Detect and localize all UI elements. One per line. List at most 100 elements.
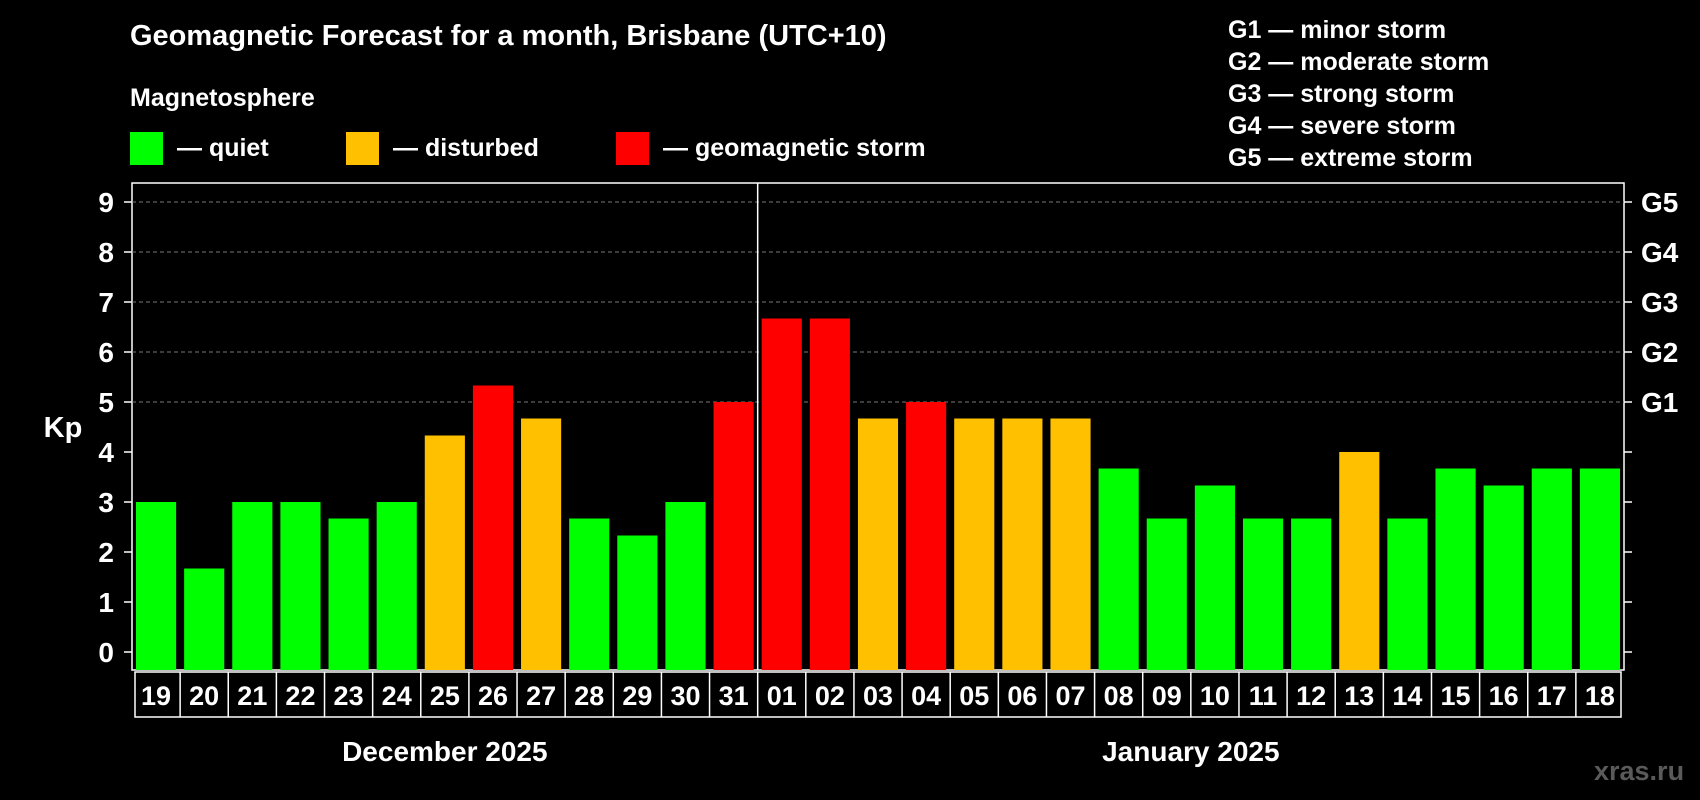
y-tick-label: 6 — [98, 337, 114, 368]
g-scale-legend: G1 — minor storm G2 — moderate storm G3 … — [1228, 14, 1489, 174]
kp-bar — [184, 568, 225, 670]
x-tick-label: 16 — [1489, 681, 1519, 711]
legend-storm-label: — geomagnetic storm — [663, 133, 926, 162]
kp-bar — [521, 418, 562, 670]
g-scale-item: G4 — severe storm — [1228, 112, 1456, 140]
legend-disturbed-label: — disturbed — [393, 133, 539, 162]
y-tick-label: 7 — [98, 287, 114, 318]
kp-bar — [1194, 485, 1235, 670]
kp-bar — [713, 402, 754, 670]
legend-quiet: — quiet — [130, 130, 269, 166]
x-tick-label: 23 — [334, 681, 364, 711]
kp-bar — [569, 518, 610, 670]
x-axis-box — [134, 671, 1622, 718]
kp-bar — [1050, 418, 1091, 670]
x-tick-label: 07 — [1055, 681, 1085, 711]
x-tick-label: 13 — [1344, 681, 1374, 711]
kp-bar — [232, 502, 273, 670]
kp-bar — [1291, 518, 1332, 670]
kp-bar — [472, 385, 514, 670]
chart-title: Geomagnetic Forecast for a month, Brisba… — [130, 20, 887, 52]
x-tick-label: 27 — [526, 681, 556, 711]
x-tick-label: 19 — [141, 681, 171, 711]
kp-bar — [1387, 518, 1428, 670]
chart-subtitle: Magnetosphere — [130, 84, 315, 112]
kp-bar — [376, 502, 417, 670]
legend-storm: — geomagnetic storm — [616, 130, 926, 166]
g-scale-item: G1 — minor storm — [1228, 16, 1447, 44]
x-tick-label: 12 — [1296, 681, 1326, 711]
x-tick-label: 29 — [622, 681, 652, 711]
g-level-label: G4 — [1641, 237, 1679, 268]
x-tick-label: 01 — [767, 681, 797, 711]
y-tick-label: 2 — [98, 537, 114, 568]
x-tick-label: 22 — [285, 681, 315, 711]
legend-disturbed: — disturbed — [346, 130, 539, 166]
y-tick-label: 8 — [98, 237, 114, 268]
g-scale-item: G3 — strong storm — [1228, 80, 1455, 108]
kp-bar — [665, 502, 706, 670]
x-tick-label: 24 — [382, 681, 412, 711]
x-tick-label: 18 — [1585, 681, 1615, 711]
kp-bar — [809, 318, 850, 670]
x-tick-label: 31 — [719, 681, 749, 711]
kp-bar — [136, 502, 177, 670]
kp-bar — [1435, 468, 1476, 670]
x-tick-label: 08 — [1104, 681, 1134, 711]
x-tick-label: 02 — [815, 681, 845, 711]
quiet-swatch — [130, 131, 163, 165]
y-tick-label: 3 — [98, 487, 114, 518]
x-tick-label: 11 — [1249, 681, 1278, 711]
y-tick-label: 1 — [98, 587, 114, 618]
g-level-label: G1 — [1641, 387, 1678, 418]
x-tick-label: 10 — [1200, 681, 1230, 711]
kp-bar — [954, 418, 995, 670]
kp-bar — [761, 318, 802, 670]
x-tick-label: 17 — [1537, 681, 1567, 711]
y-tick-label: 0 — [98, 637, 114, 668]
x-tick-label: 15 — [1441, 681, 1471, 711]
kp-bar — [1242, 518, 1284, 670]
kp-bar — [617, 535, 658, 670]
kp-bar — [328, 518, 369, 670]
x-tick-label: 06 — [1007, 681, 1037, 711]
legend-quiet-label: — quiet — [177, 133, 269, 162]
kp-bar — [1146, 518, 1187, 670]
g-level-label: G3 — [1641, 287, 1678, 318]
x-tick-label: 20 — [189, 681, 219, 711]
g-level-label: G5 — [1641, 187, 1678, 218]
x-tick-label: 21 — [237, 681, 267, 711]
watermark: xras.ru — [1594, 756, 1685, 786]
kp-bar — [280, 502, 321, 670]
kp-bar — [1098, 468, 1139, 670]
kp-bar — [857, 418, 899, 670]
x-tick-label: 25 — [430, 681, 460, 711]
g-scale-item: G5 — extreme storm — [1228, 144, 1473, 172]
kp-bar — [906, 402, 947, 670]
kp-bar — [1579, 468, 1620, 670]
month-label: January 2025 — [1102, 736, 1280, 767]
x-tick-label: 09 — [1152, 681, 1182, 711]
x-tick-label: 26 — [478, 681, 508, 711]
x-tick-label: 14 — [1392, 681, 1422, 711]
y-tick-label: 9 — [98, 187, 114, 218]
kp-bar — [424, 435, 465, 670]
y-axis-label: Kp — [44, 412, 83, 444]
x-tick-label: 30 — [670, 681, 700, 711]
disturbed-swatch — [346, 131, 379, 165]
kp-bar — [1531, 468, 1572, 670]
g-level-label: G2 — [1641, 337, 1678, 368]
storm-swatch — [616, 131, 649, 165]
x-tick-label: 03 — [863, 681, 893, 711]
kp-bar — [1002, 418, 1043, 670]
y-tick-label: 5 — [98, 387, 114, 418]
x-tick-label: 28 — [574, 681, 604, 711]
y-tick-label: 4 — [98, 437, 114, 468]
x-tick-label: 04 — [911, 681, 941, 711]
kp-bar — [1339, 452, 1380, 670]
x-tick-label: 05 — [959, 681, 989, 711]
g-scale-item: G2 — moderate storm — [1228, 48, 1490, 76]
kp-bar — [1483, 485, 1524, 670]
month-label: December 2025 — [342, 736, 548, 767]
